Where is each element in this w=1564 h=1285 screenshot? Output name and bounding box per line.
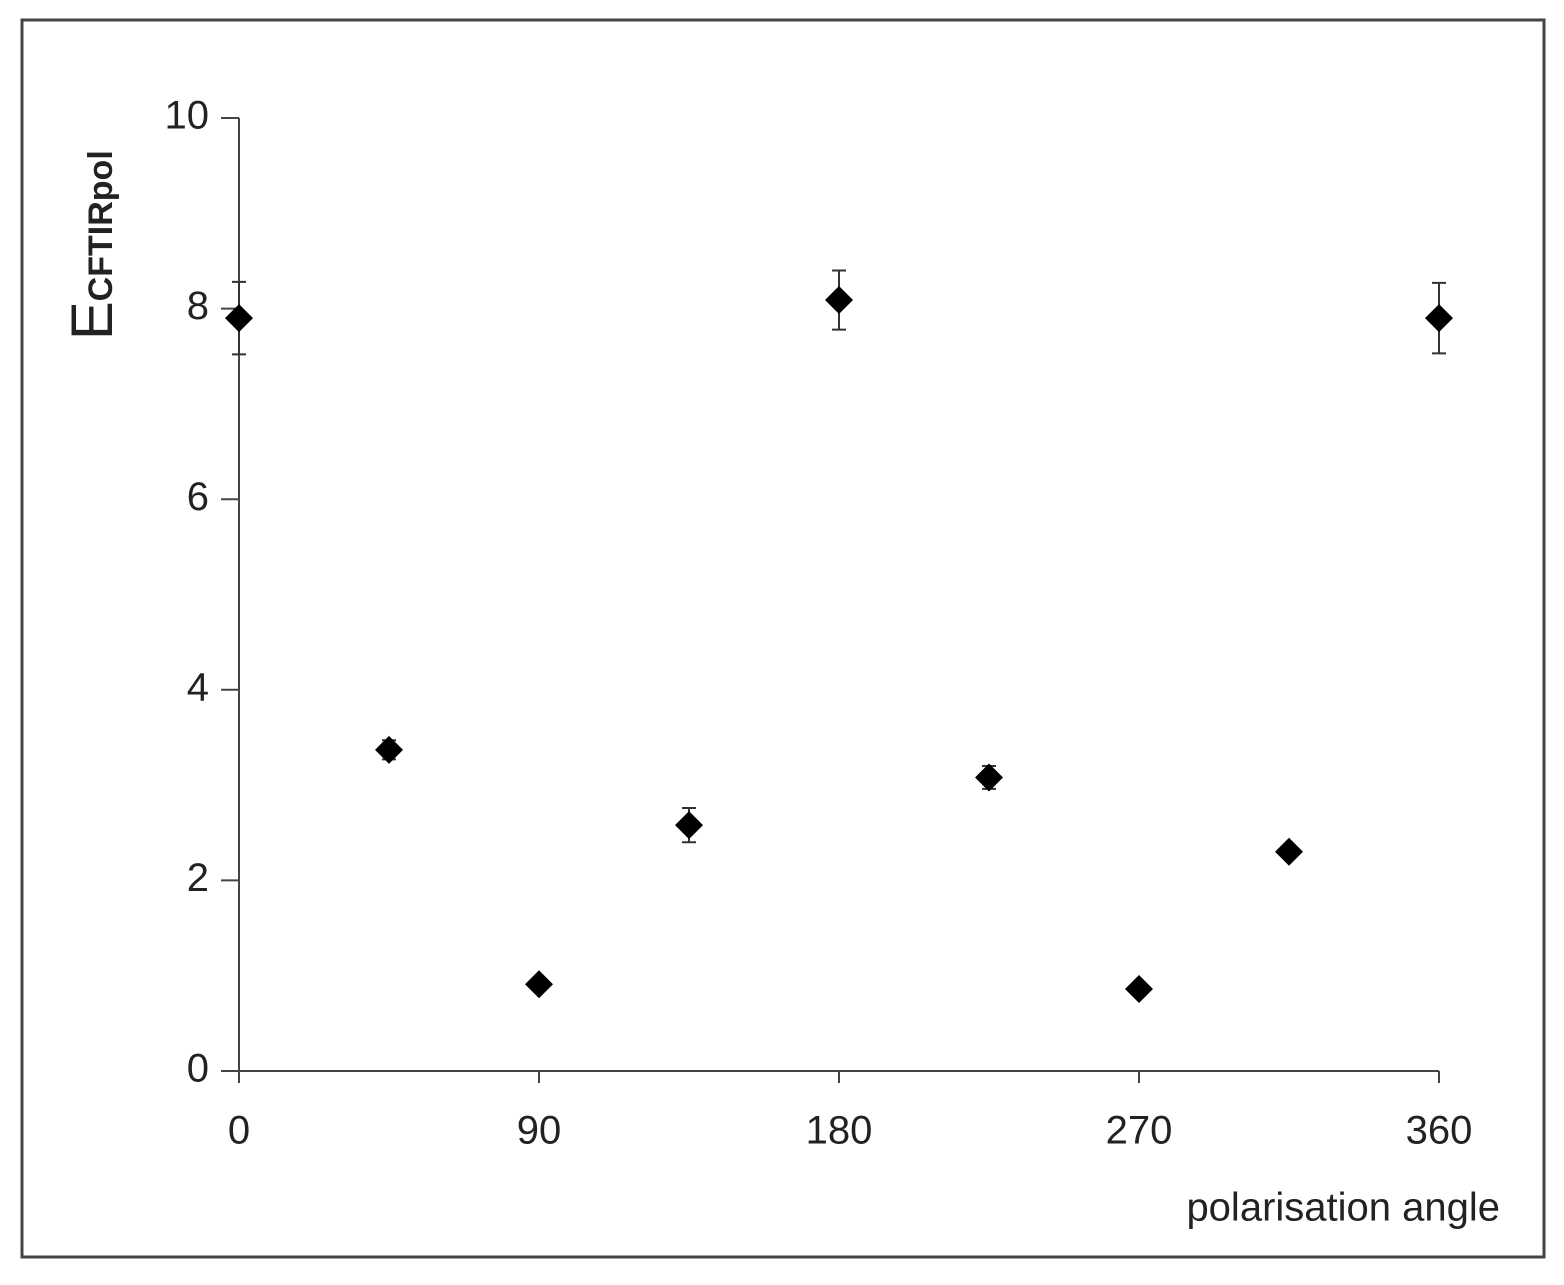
marker xyxy=(825,286,853,315)
y-tick-label: 0 xyxy=(187,1047,209,1091)
y-tick-label: 8 xyxy=(187,284,209,328)
x-tick-label: 360 xyxy=(1406,1109,1473,1153)
y-tick-label: 10 xyxy=(165,94,210,138)
y-tick-label: 4 xyxy=(187,665,209,709)
y-label-main: E xyxy=(60,301,125,340)
y-tick-label: 6 xyxy=(187,475,209,519)
x-tick-label: 270 xyxy=(1106,1109,1173,1153)
x-tick-label: 180 xyxy=(806,1109,873,1153)
marker xyxy=(375,735,403,764)
marker xyxy=(1125,975,1153,1004)
marker xyxy=(225,304,253,333)
frame xyxy=(20,18,1546,1259)
x-axis-label: polarisation angle xyxy=(1186,1186,1500,1230)
y-axis-label: ECFTIRpol xyxy=(60,150,125,340)
y-tick-label: 2 xyxy=(187,856,209,900)
x-tick-label: 0 xyxy=(228,1109,250,1153)
marker xyxy=(675,811,703,840)
y-label-subscript: CFTIRpol xyxy=(82,150,120,301)
x-tick-label: 90 xyxy=(517,1109,562,1153)
marker xyxy=(1425,304,1453,333)
marker xyxy=(525,970,553,999)
marker xyxy=(975,763,1003,792)
marker xyxy=(1275,837,1303,866)
